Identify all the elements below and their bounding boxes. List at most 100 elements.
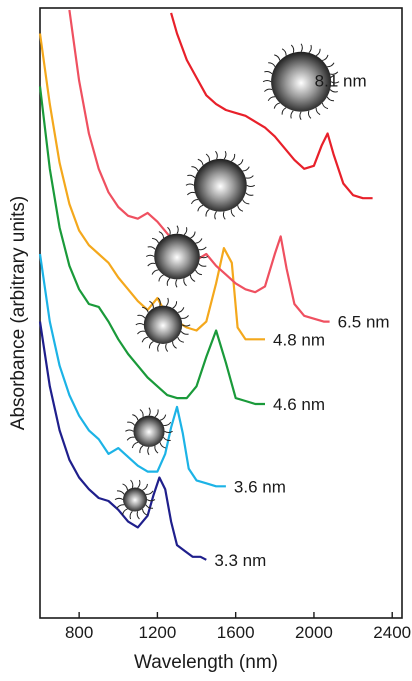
ligand-strand <box>116 490 125 495</box>
ligand-strand <box>125 429 134 432</box>
ligand-strand <box>205 208 210 217</box>
ligand-strand <box>152 237 160 244</box>
ligand-strand <box>127 421 135 426</box>
ligand-strand <box>167 226 171 235</box>
x-tick-label: 1600 <box>217 623 255 642</box>
nanoparticle-sphere <box>185 150 256 220</box>
nanoparticle-sphere <box>145 225 209 288</box>
ligand-strand <box>148 340 154 349</box>
ligand-strand <box>222 211 226 220</box>
ligand-strand <box>142 483 148 491</box>
ligand-strand <box>146 499 156 502</box>
ligand-strand <box>274 54 281 61</box>
ligand-strand <box>186 191 196 196</box>
ligand-strand <box>230 209 235 217</box>
ligand-strand <box>329 71 339 75</box>
ligand-strand <box>157 297 161 307</box>
ligand-strand <box>237 159 244 166</box>
series-line <box>38 86 265 406</box>
x-tick-label: 2400 <box>373 623 411 642</box>
ligand-strand <box>154 445 159 454</box>
series-line <box>38 33 265 341</box>
ligand-strand <box>223 151 227 160</box>
ligand-strand <box>148 407 151 416</box>
ligand-strand <box>190 231 196 239</box>
ligand-strand <box>315 48 321 57</box>
ligand-strand <box>197 204 204 212</box>
ligand-strand <box>299 111 302 120</box>
ligand-strand <box>135 323 145 326</box>
ligand-strand <box>242 199 250 205</box>
ligand-strand <box>290 44 295 53</box>
sphere-core <box>154 233 200 280</box>
ligand-strand <box>330 81 340 84</box>
ligand-strand <box>139 409 144 417</box>
nanoparticle-sphere <box>114 479 156 520</box>
ligand-strand <box>215 150 218 160</box>
ligand-strand <box>187 174 196 179</box>
ligand-strand <box>177 336 184 343</box>
nanoparticle-sphere <box>262 43 340 120</box>
ligand-strand <box>145 490 154 495</box>
y-axis-title: Absorbance (arbitrary units) <box>8 196 29 430</box>
series-layer <box>38 9 373 561</box>
ligand-strand <box>159 414 167 421</box>
ligand-strand <box>154 409 159 418</box>
ligand-strand <box>273 102 281 109</box>
ligand-strand <box>166 277 171 286</box>
ligand-strand <box>300 43 303 52</box>
series-label: 3.3 nm <box>214 551 266 570</box>
ligand-strand <box>129 510 133 520</box>
ligand-strand <box>158 231 165 239</box>
x-tick-label: 800 <box>65 623 93 642</box>
ligand-strand <box>180 315 189 319</box>
ligand-strand <box>147 246 156 250</box>
ligand-strand <box>199 256 209 259</box>
ligand-strand <box>131 441 139 449</box>
ligand-strand <box>268 62 276 67</box>
ligand-strand <box>195 238 203 244</box>
ligand-strand <box>157 343 161 352</box>
ligand-strand <box>245 175 254 179</box>
series-label: 8.1 nm <box>315 71 367 90</box>
ligand-strand <box>151 269 159 275</box>
ligand-strand <box>114 497 124 500</box>
ligand-strand <box>198 246 207 251</box>
ligand-strand <box>137 330 146 335</box>
ligand-strand <box>242 166 250 172</box>
ligand-strand <box>164 430 173 434</box>
ligand-strand <box>163 436 171 441</box>
ligand-strand <box>163 421 172 426</box>
ligand-strand <box>322 54 329 61</box>
ligand-strand <box>181 324 191 327</box>
series-label: 6.5 nm <box>338 313 390 332</box>
ligand-strand <box>165 343 169 352</box>
ligand-strand <box>149 300 154 309</box>
ligand-strand <box>141 508 148 516</box>
ligand-strand <box>159 442 166 449</box>
ligand-strand <box>145 504 154 509</box>
sphere-core <box>123 487 147 512</box>
ligand-strand <box>307 110 312 119</box>
ligand-strand <box>189 274 196 282</box>
ligand-strand <box>231 153 236 162</box>
ligand-strand <box>176 225 179 234</box>
series-line <box>38 321 207 561</box>
series-label: 4.8 nm <box>273 330 325 349</box>
ligand-strand <box>175 279 178 288</box>
ligand-strand <box>137 314 146 319</box>
x-axis-title: Wavelength (nm) <box>134 652 278 673</box>
x-tick-label: 2000 <box>295 623 333 642</box>
ligand-strand <box>194 269 202 276</box>
ligand-strand <box>264 88 273 92</box>
ligand-strand <box>141 336 149 343</box>
sphere-core <box>133 415 165 447</box>
ligand-strand <box>262 79 272 83</box>
x-tick-label: 1200 <box>138 623 176 642</box>
ligand-strand <box>126 436 135 441</box>
ligand-strand <box>116 504 125 509</box>
ligand-strand <box>139 445 144 454</box>
sphere-core <box>193 158 247 212</box>
ligand-strand <box>326 96 335 102</box>
